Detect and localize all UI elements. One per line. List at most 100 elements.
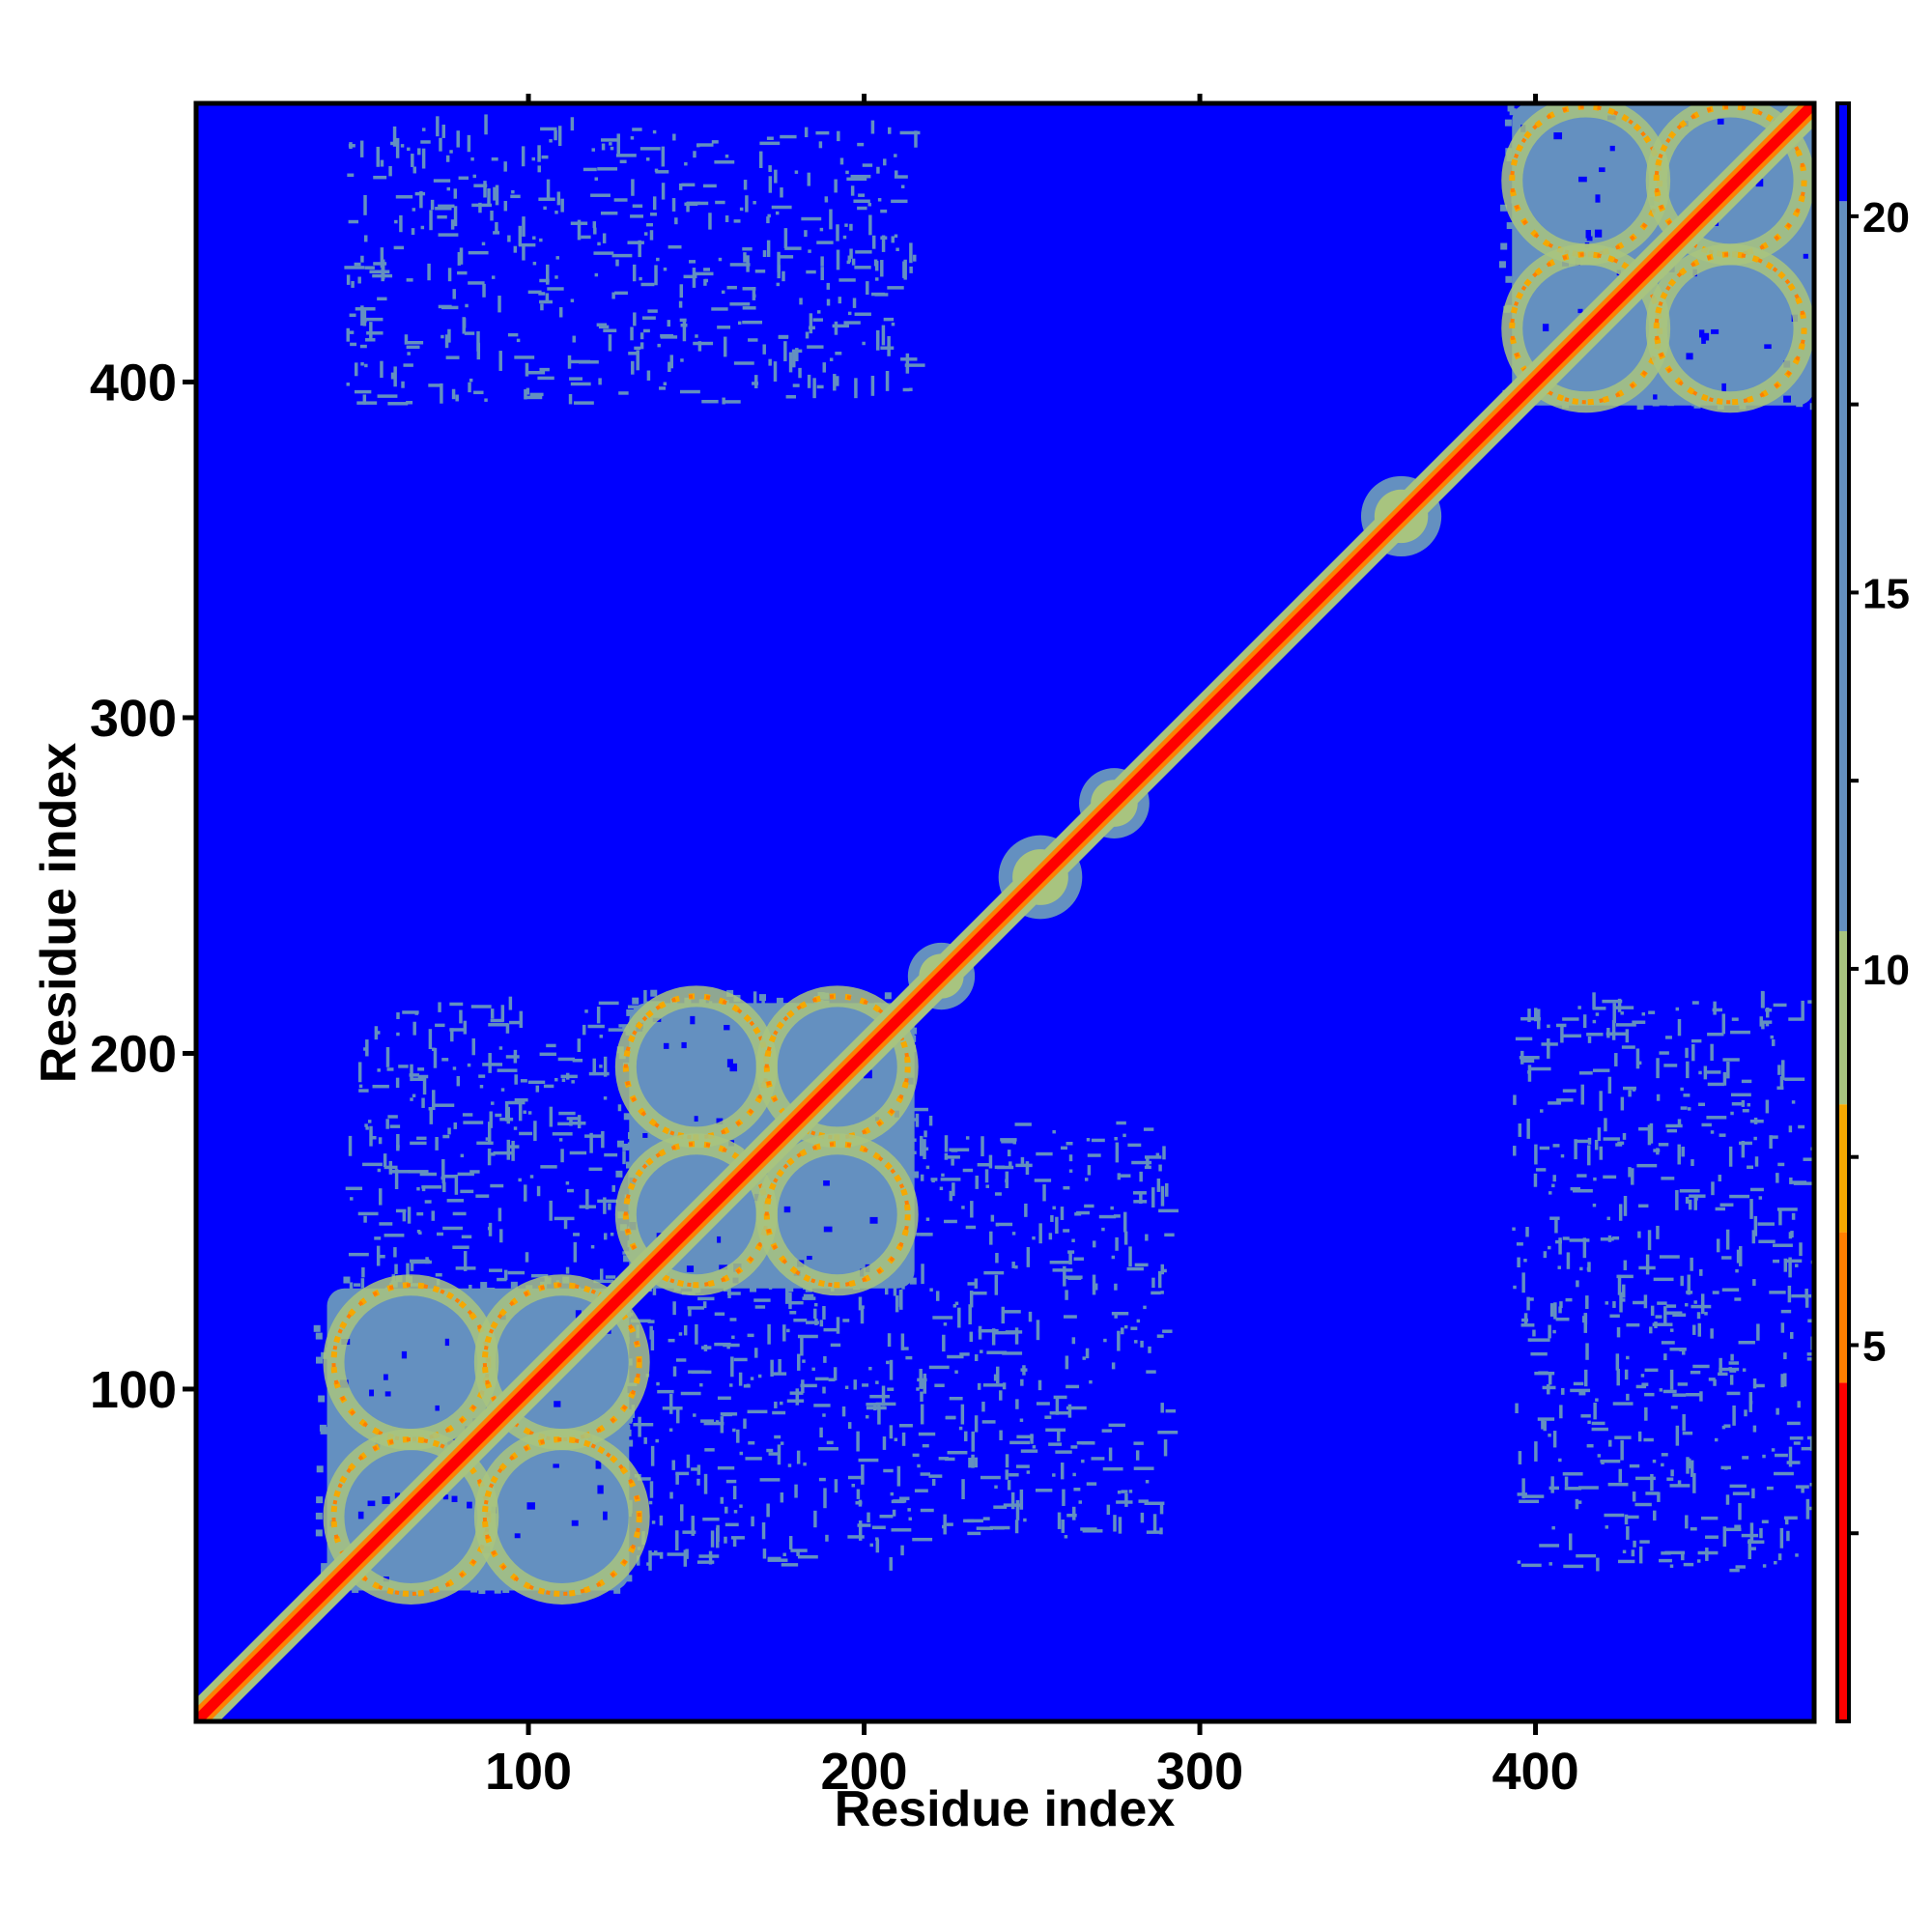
sparse-contact-cell xyxy=(1758,1239,1776,1244)
sparse-contact-cell xyxy=(660,335,678,339)
sparse-contact-cell xyxy=(1048,1233,1053,1240)
sparse-contact-cell xyxy=(1690,1370,1701,1375)
sparse-contact-cell xyxy=(889,1359,894,1380)
sparse-contact-cell xyxy=(521,146,526,167)
sparse-contact-cell xyxy=(359,344,367,349)
sparse-contact-cell xyxy=(739,1451,743,1456)
sparse-contact-cell xyxy=(577,219,582,241)
sparse-contact-cell xyxy=(1619,1292,1623,1313)
sparse-contact-cell xyxy=(585,1189,589,1209)
sparse-contact-cell xyxy=(1776,1086,1784,1090)
sparse-contact-cell xyxy=(1052,1268,1073,1272)
sparse-contact-cell xyxy=(1005,1469,1009,1480)
sparse-contact-cell xyxy=(380,247,384,268)
sparse-contact-cell xyxy=(373,262,387,266)
sparse-contact-cell xyxy=(1071,1337,1076,1345)
sparse-contact-cell xyxy=(539,238,543,242)
sparse-contact-cell xyxy=(818,1447,838,1451)
sparse-contact-cell xyxy=(1089,1379,1093,1384)
sparse-contact-cell xyxy=(847,311,852,316)
sparse-contact-cell xyxy=(549,139,553,143)
sparse-contact-cell xyxy=(1532,1329,1536,1337)
sparse-contact-cell xyxy=(683,1549,688,1567)
domain-gap-cell xyxy=(686,1265,695,1272)
sparse-contact-cell xyxy=(1547,1024,1550,1029)
sparse-contact-cell xyxy=(511,189,515,194)
domain-edge-cell xyxy=(315,1529,323,1537)
sparse-contact-cell xyxy=(858,193,866,197)
sparse-contact-cell xyxy=(1541,1042,1558,1046)
sparse-contact-cell xyxy=(619,159,627,164)
sparse-contact-cell xyxy=(1540,1109,1544,1113)
sparse-contact-cell xyxy=(412,208,416,212)
sparse-contact-cell xyxy=(537,145,541,162)
sparse-contact-cell xyxy=(471,1037,475,1056)
sparse-contact-cell xyxy=(1035,1489,1053,1492)
sparse-contact-cell xyxy=(1586,1033,1604,1037)
sparse-contact-cell xyxy=(410,1097,413,1101)
sparse-contact-cell xyxy=(577,1115,582,1129)
sparse-contact-cell xyxy=(855,250,872,254)
sparse-contact-cell xyxy=(407,1207,412,1224)
sparse-contact-cell xyxy=(949,1396,963,1401)
sparse-contact-cell xyxy=(909,242,913,264)
sparse-contact-cell xyxy=(1685,1047,1689,1059)
sparse-contact-cell xyxy=(808,249,811,253)
sparse-contact-cell xyxy=(615,259,619,267)
sparse-contact-cell xyxy=(1729,1568,1740,1573)
domain-edge-cell xyxy=(316,1465,324,1473)
sparse-contact-cell xyxy=(441,1177,445,1184)
sparse-contact-cell xyxy=(772,1410,786,1415)
sparse-contact-cell xyxy=(960,1404,965,1425)
sparse-contact-cell xyxy=(536,1185,541,1197)
sparse-contact-cell xyxy=(743,180,748,190)
sparse-contact-cell xyxy=(668,1393,673,1414)
sparse-contact-cell xyxy=(868,214,872,236)
sparse-contact-cell xyxy=(1721,1288,1740,1292)
sparse-contact-cell xyxy=(1742,1456,1749,1460)
sparse-contact-cell xyxy=(1071,1238,1075,1242)
domain-edge-cell xyxy=(1600,90,1606,97)
sparse-contact-cell xyxy=(392,126,397,147)
sparse-contact-cell xyxy=(854,378,858,399)
sparse-contact-cell xyxy=(696,1464,701,1475)
domain-gap-cell xyxy=(690,1015,696,1025)
sparse-contact-cell xyxy=(416,1136,427,1141)
sparse-contact-cell xyxy=(668,361,671,373)
sparse-contact-cell xyxy=(1512,1227,1516,1231)
sparse-contact-cell xyxy=(1519,1056,1540,1060)
sparse-contact-cell xyxy=(789,1311,797,1315)
sparse-contact-cell xyxy=(816,241,834,244)
domain-gap-cell xyxy=(1578,176,1587,183)
x-tick-label: 200 xyxy=(820,1743,907,1801)
sparse-contact-cell xyxy=(900,185,905,188)
sparse-contact-cell xyxy=(916,1233,933,1236)
sparse-contact-cell xyxy=(1626,1355,1630,1360)
sparse-contact-cell xyxy=(631,179,635,196)
sparse-contact-cell xyxy=(1735,1565,1746,1569)
domain-edge-cell xyxy=(622,1143,630,1151)
sparse-contact-cell xyxy=(357,276,361,284)
sparse-contact-cell xyxy=(1110,1206,1114,1210)
contact-circle-ring-inner xyxy=(623,994,769,1140)
sparse-contact-cell xyxy=(410,1259,430,1264)
sparse-contact-cell xyxy=(476,1141,494,1146)
sparse-contact-cell xyxy=(1595,1012,1600,1016)
sparse-contact-cell xyxy=(788,1292,792,1310)
sparse-contact-cell xyxy=(968,1304,972,1325)
sparse-contact-cell xyxy=(1577,1174,1587,1178)
sparse-contact-cell xyxy=(1535,1168,1547,1172)
sparse-contact-cell xyxy=(669,355,673,369)
sparse-contact-cell xyxy=(1721,1425,1726,1430)
sparse-contact-cell xyxy=(1725,1494,1730,1505)
sparse-contact-cell xyxy=(1690,1257,1693,1271)
beta-contact-circles-layer xyxy=(323,103,1814,1605)
sparse-contact-cell xyxy=(980,1475,1001,1480)
sparse-contact-cell xyxy=(505,1055,520,1059)
sparse-contact-cell xyxy=(1631,1168,1634,1185)
sparse-contact-cell xyxy=(962,1168,974,1173)
sparse-contact-cell xyxy=(1631,1549,1635,1557)
sparse-contact-cell xyxy=(1114,1136,1118,1141)
sparse-contact-cell xyxy=(1115,1142,1120,1163)
sparse-contact-cell xyxy=(857,1523,871,1527)
